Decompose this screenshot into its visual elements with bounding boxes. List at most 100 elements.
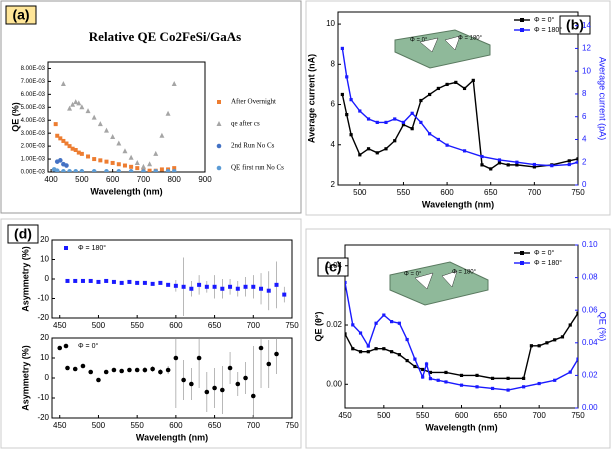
y2-tick-label: 0.06 [582,305,598,314]
point [92,157,97,162]
point [166,282,171,287]
point [444,370,448,375]
legend-label: Φ = 180° [534,26,562,34]
y-tick-label: -10 [37,294,49,303]
x-tick-label: 600 [106,175,120,184]
point [259,286,264,291]
y2-tick-label: 14 [582,21,591,30]
point [57,345,63,351]
y-tick-label: 4.00E-03 [21,118,46,124]
point [410,127,414,131]
x-tick-label: 600 [440,188,454,197]
point [73,148,78,152]
point [475,373,479,377]
y-axis-label: QE (%) [10,102,20,132]
y2-tick-label: 0.04 [582,338,598,347]
point [228,284,233,289]
x-tick-label: 450 [53,321,67,330]
x-tick-label: 600 [169,321,183,330]
inset-arrow [444,35,461,51]
point [522,376,526,380]
inset-label: Φ = 0° [410,38,428,44]
point [119,280,124,285]
point [462,86,467,91]
point [65,365,70,371]
point [159,167,164,172]
point [159,132,165,138]
point [110,134,116,140]
point [553,338,557,342]
point [88,369,94,375]
point [537,381,541,386]
point [282,292,287,297]
inset-b [394,29,491,69]
point [568,323,572,327]
point [135,280,140,285]
point [116,169,122,172]
point [393,139,397,143]
point [390,350,394,354]
point [181,377,186,383]
panel-tag-box [7,224,39,244]
x-tick-label: 900 [198,175,212,184]
point [91,169,97,172]
point [459,373,464,377]
point [171,81,177,86]
point [64,141,69,146]
legend-label: Φ = 180° [534,259,562,267]
point [243,375,248,381]
point [173,355,179,361]
legend-label: Φ = 0° [534,249,554,257]
point [424,362,429,366]
x-tick-label: 700 [137,175,151,184]
point [506,388,510,392]
y-tick-label: 0.00 [326,379,342,388]
point [135,166,140,171]
point [397,321,401,325]
panel-tag-box [317,257,349,277]
y-tick-label: 8 [331,59,336,68]
point [413,364,417,369]
x-tick-label: 650 [494,411,508,420]
point [375,151,379,155]
point [480,163,484,167]
point [345,112,349,117]
x-tick-label: 650 [484,188,498,197]
y-tick-label: 6.00E-03 [21,92,46,98]
point [366,117,371,121]
y2-tick-label: 0.02 [582,371,598,380]
point [173,283,178,288]
point [171,169,177,172]
point [480,154,484,159]
legend-marker [217,100,221,104]
point [405,358,409,363]
inset-label: Φ = 0° [404,272,422,278]
panel-tag: (a) [12,7,29,23]
point [413,357,417,361]
y-axis-label: QE (θ°) [313,312,323,342]
point [79,169,85,172]
x-axis-label: Wavelength (nm) [422,199,494,209]
point [153,169,159,172]
point [110,160,115,165]
point [165,169,171,172]
point [567,159,571,163]
point [58,136,63,141]
legend-label: 2nd Run No Cs [231,142,275,150]
point [60,81,66,86]
point [129,164,134,169]
point [65,278,70,283]
x-tick-label: 500 [92,321,106,330]
point [576,311,578,315]
y-tick-label: 5.00E-03 [21,105,46,111]
point [67,169,72,172]
y-tick-label: 1.00E-03 [21,157,46,163]
point [462,149,467,153]
point [436,86,440,91]
point [397,353,401,357]
x-tick-label: 700 [247,321,261,330]
y2-tick-label: 12 [582,44,591,53]
point [150,366,155,372]
y-tick-label: 2.00E-03 [21,144,46,150]
y-tick-label: 10 [40,255,49,264]
